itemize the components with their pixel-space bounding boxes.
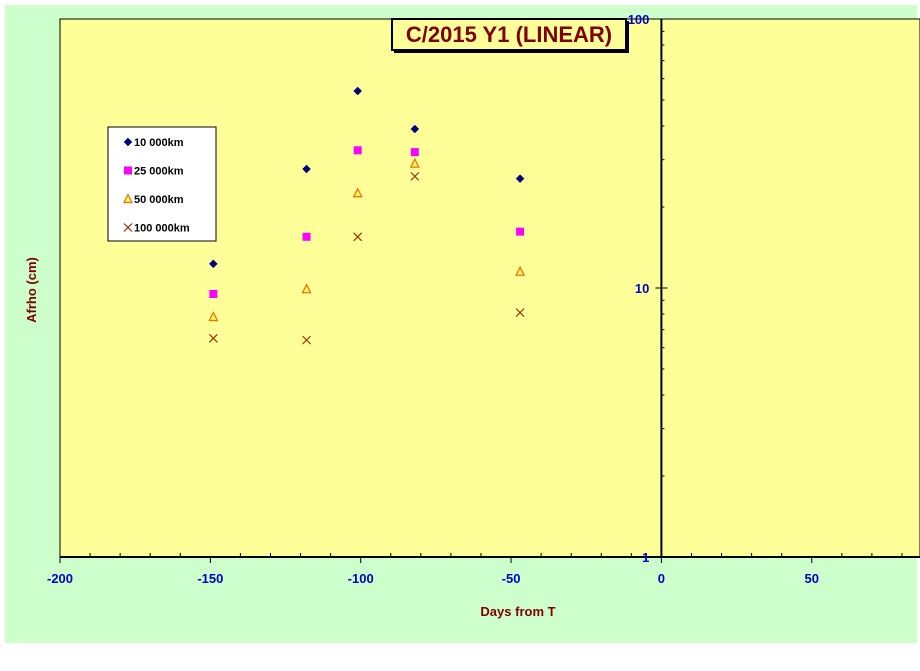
chart-title: C/2015 Y1 (LINEAR) <box>406 22 612 47</box>
data-point <box>208 333 218 343</box>
y-tick-label: 10 <box>635 281 649 296</box>
series-3 <box>208 171 525 345</box>
legend-label: 10 000km <box>134 137 184 149</box>
data-point <box>515 308 525 318</box>
data-point <box>302 164 311 174</box>
legend-marker <box>123 223 133 232</box>
legend-marker <box>123 193 133 204</box>
y-tick-label: 100 <box>628 12 650 27</box>
data-point <box>301 283 312 294</box>
chart-title-box: C/2015 Y1 (LINEAR) <box>391 18 629 53</box>
x-tick-label: -150 <box>197 571 223 586</box>
x-tick-label: 50 <box>805 571 819 586</box>
data-point <box>409 157 420 168</box>
data-point <box>516 227 525 236</box>
legend-label: 50 000km <box>134 194 184 206</box>
x-axis-title: Days from T <box>480 604 555 619</box>
axes: -200 -150 -100 -50 0 50 1 10 100 <box>47 12 920 586</box>
data-point <box>209 259 218 269</box>
data-point <box>515 265 526 276</box>
y-axis-title: Afrho (cm) <box>24 257 39 323</box>
data-markers <box>208 86 526 345</box>
data-point <box>353 232 363 242</box>
legend-label: 25 000km <box>134 166 184 178</box>
series-2 <box>208 157 526 322</box>
y-tick-label: 1 <box>642 550 649 565</box>
data-point <box>302 335 311 345</box>
x-tick-label: -50 <box>502 571 521 586</box>
plot-area <box>59 18 920 558</box>
data-point <box>208 311 219 322</box>
legend-marker <box>124 166 132 175</box>
legend-label: 100 000km <box>134 223 190 235</box>
data-point <box>410 124 420 134</box>
data-point <box>302 232 311 241</box>
data-point <box>353 146 362 155</box>
data-point <box>352 187 363 198</box>
series-1 <box>209 146 525 298</box>
series-0 <box>209 86 525 269</box>
x-tick-label: -200 <box>47 571 73 586</box>
legend: 10 000km 25 000km 50 000km 100 000km <box>107 126 217 242</box>
x-tick-label: -100 <box>348 571 374 586</box>
legend-marker <box>123 137 133 147</box>
x-tick-label: 0 <box>658 571 665 586</box>
data-point <box>515 174 525 183</box>
data-point <box>353 86 363 96</box>
data-point <box>410 171 420 181</box>
data-point <box>410 148 419 157</box>
data-point <box>209 289 218 298</box>
